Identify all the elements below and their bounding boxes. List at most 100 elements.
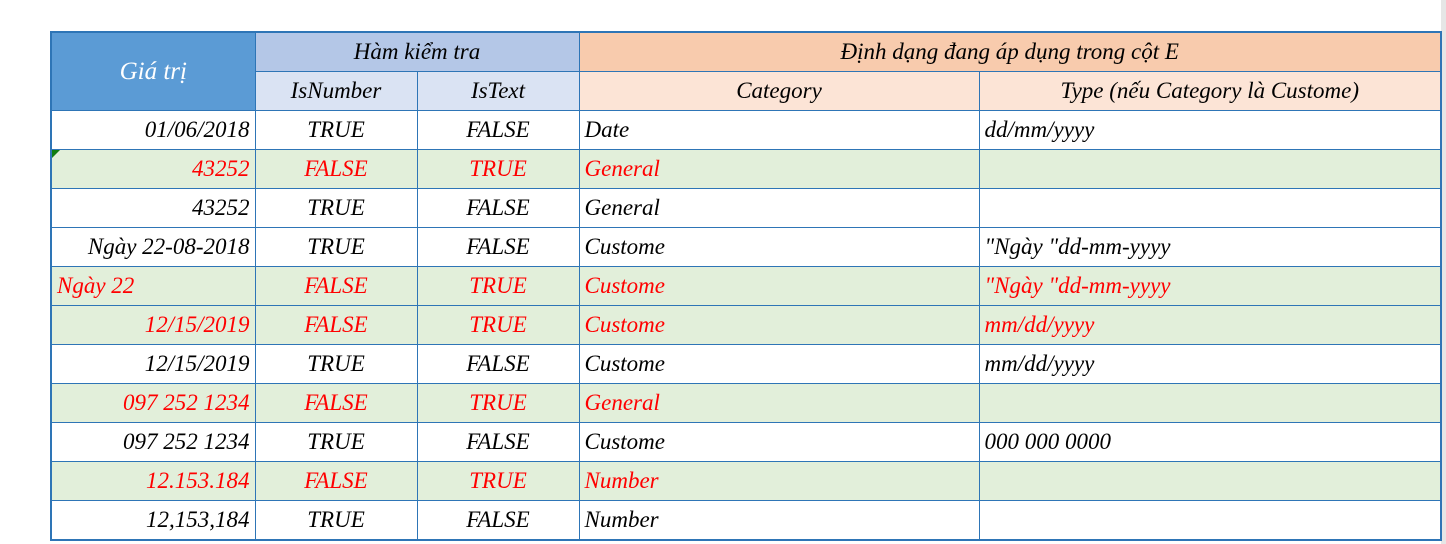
cell-isnumber[interactable]: FALSE (254, 461, 418, 501)
cell-istext[interactable]: FALSE (416, 500, 580, 541)
cell-category[interactable]: Number (578, 500, 980, 541)
header-row-2: IsNumber IsText Category Type (nếu Categ… (51, 71, 1442, 111)
cell-type[interactable] (978, 149, 1442, 189)
cell-type[interactable]: "Ngày "dd-mm-yyyy (978, 227, 1442, 267)
cell-value[interactable]: Ngày 22-08-2018 (50, 227, 256, 267)
header-check-group[interactable]: Hàm kiểm tra (254, 31, 580, 72)
header-category[interactable]: Category (578, 71, 980, 111)
cell-category-text: General (584, 195, 660, 220)
cell-type[interactable]: mm/dd/yyyy (978, 305, 1442, 345)
cell-type[interactable] (978, 461, 1442, 501)
cell-isnumber[interactable]: FALSE (254, 305, 418, 345)
cell-value[interactable]: 43252 (50, 149, 256, 189)
cell-type[interactable]: dd/mm/yyyy (978, 110, 1442, 150)
cell-istext[interactable]: FALSE (416, 422, 580, 462)
cell-isnumber-text: FALSE (304, 390, 368, 415)
cell-value-text: 43252 (192, 195, 250, 220)
cell-type[interactable] (978, 383, 1442, 423)
header-value[interactable]: Giá trị (50, 31, 256, 111)
cell-category[interactable]: Number (578, 461, 980, 501)
cell-istext[interactable]: TRUE (416, 461, 580, 501)
cell-type-text: mm/dd/yyyy (984, 312, 1095, 337)
cell-isnumber[interactable]: TRUE (254, 188, 418, 228)
cell-istext-text: FALSE (466, 351, 530, 376)
cell-istext-text: FALSE (466, 234, 530, 259)
table-row: 12,153,184 TRUE FALSE Number (50, 500, 1442, 541)
cell-category-text: Custome (584, 429, 666, 454)
header-isnumber[interactable]: IsNumber (254, 71, 418, 111)
cell-isnumber[interactable]: TRUE (254, 422, 418, 462)
table-row: 097 252 1234 TRUE FALSE Custome 000 000 0000 (50, 422, 1442, 462)
cell-isnumber-text: FALSE (304, 156, 368, 181)
cell-category[interactable]: General (578, 383, 980, 423)
cell-category[interactable]: Date (578, 110, 980, 150)
cell-isnumber[interactable]: TRUE (254, 344, 418, 384)
cell-category-text: General (584, 156, 660, 181)
cell-value[interactable]: 12/15/2019 (50, 344, 256, 384)
cell-istext[interactable]: TRUE (416, 383, 580, 423)
cell-category[interactable]: Custome (578, 344, 980, 384)
cell-value[interactable]: 01/06/2018 (50, 110, 256, 150)
cell-value-text: 12,153,184 (146, 507, 250, 532)
cell-type-text: "Ngày "dd-mm-yyyy (984, 234, 1171, 259)
cell-category[interactable]: General (578, 149, 980, 189)
cell-isnumber-text: TRUE (307, 117, 365, 142)
cell-value-text: 097 252 1234 (123, 429, 250, 454)
cell-type[interactable]: 000 000 0000 (978, 422, 1442, 462)
cell-isnumber-text: FALSE (304, 312, 368, 337)
cell-istext-text: FALSE (466, 195, 530, 220)
cell-value-text: Ngày 22-08-2018 (87, 234, 250, 259)
cell-type[interactable] (978, 500, 1442, 541)
cell-value[interactable]: 12,153,184 (50, 500, 256, 541)
cell-value[interactable]: 097 252 1234 (50, 383, 256, 423)
error-indicator-icon[interactable] (52, 150, 60, 158)
cell-value-text: 12/15/2019 (144, 312, 250, 337)
cell-isnumber-text: TRUE (307, 351, 365, 376)
cell-isnumber[interactable]: FALSE (254, 149, 418, 189)
cell-istext-text: FALSE (466, 507, 530, 532)
cell-isnumber[interactable]: FALSE (254, 383, 418, 423)
cell-isnumber[interactable]: TRUE (254, 227, 418, 267)
table-row: 12.153.184 FALSE TRUE Number (50, 461, 1442, 501)
table-row: 01/06/2018 TRUE FALSE Date dd/mm/yyyy (50, 110, 1442, 150)
cell-type[interactable] (978, 188, 1442, 228)
cell-istext-text: TRUE (469, 273, 527, 298)
cell-istext[interactable]: FALSE (416, 188, 580, 228)
cell-isnumber-text: FALSE (304, 273, 368, 298)
cell-value[interactable]: Ngày 22 (50, 266, 256, 306)
header-istext[interactable]: IsText (416, 71, 580, 111)
vertical-scrollbar[interactable] (1441, 0, 1446, 544)
cell-istext[interactable]: TRUE (416, 149, 580, 189)
cell-value-text: 12/15/2019 (144, 351, 250, 376)
header-type[interactable]: Type (nếu Category là Custome) (978, 71, 1442, 111)
cell-category-text: Custome (584, 234, 666, 259)
cell-category-text: Custome (584, 351, 666, 376)
cell-value[interactable]: 43252 (50, 188, 256, 228)
cell-value[interactable]: 12.153.184 (50, 461, 256, 501)
cell-category[interactable]: Custome (578, 227, 980, 267)
cell-istext-text: TRUE (469, 156, 527, 181)
cell-istext[interactable]: TRUE (416, 266, 580, 306)
cell-category[interactable]: Custome (578, 305, 980, 345)
cell-isnumber[interactable]: TRUE (254, 500, 418, 541)
cell-isnumber-text: FALSE (304, 468, 368, 493)
cell-istext[interactable]: FALSE (416, 344, 580, 384)
cell-type-text: dd/mm/yyyy (984, 117, 1095, 142)
cell-istext[interactable]: FALSE (416, 110, 580, 150)
cell-category[interactable]: Custome (578, 266, 980, 306)
cell-value-text: 12.153.184 (146, 468, 250, 493)
cell-value[interactable]: 12/15/2019 (50, 305, 256, 345)
cell-type-text: mm/dd/yyyy (984, 351, 1095, 376)
cell-istext[interactable]: TRUE (416, 305, 580, 345)
cell-value[interactable]: 097 252 1234 (50, 422, 256, 462)
cell-type[interactable]: mm/dd/yyyy (978, 344, 1442, 384)
cell-category[interactable]: General (578, 188, 980, 228)
table-row: Ngày 22-08-2018 TRUE FALSE Custome "Ngày "dd… (50, 227, 1442, 267)
cell-isnumber[interactable]: TRUE (254, 110, 418, 150)
cell-category[interactable]: Custome (578, 422, 980, 462)
cell-type[interactable]: "Ngày "dd-mm-yyyy (978, 266, 1442, 306)
table-row: 12/15/2019 FALSE TRUE Custome mm/dd/yyyy (50, 305, 1442, 345)
header-format-group[interactable]: Định dạng đang áp dụng trong cột E (578, 31, 1442, 72)
cell-istext[interactable]: FALSE (416, 227, 580, 267)
cell-isnumber[interactable]: FALSE (254, 266, 418, 306)
